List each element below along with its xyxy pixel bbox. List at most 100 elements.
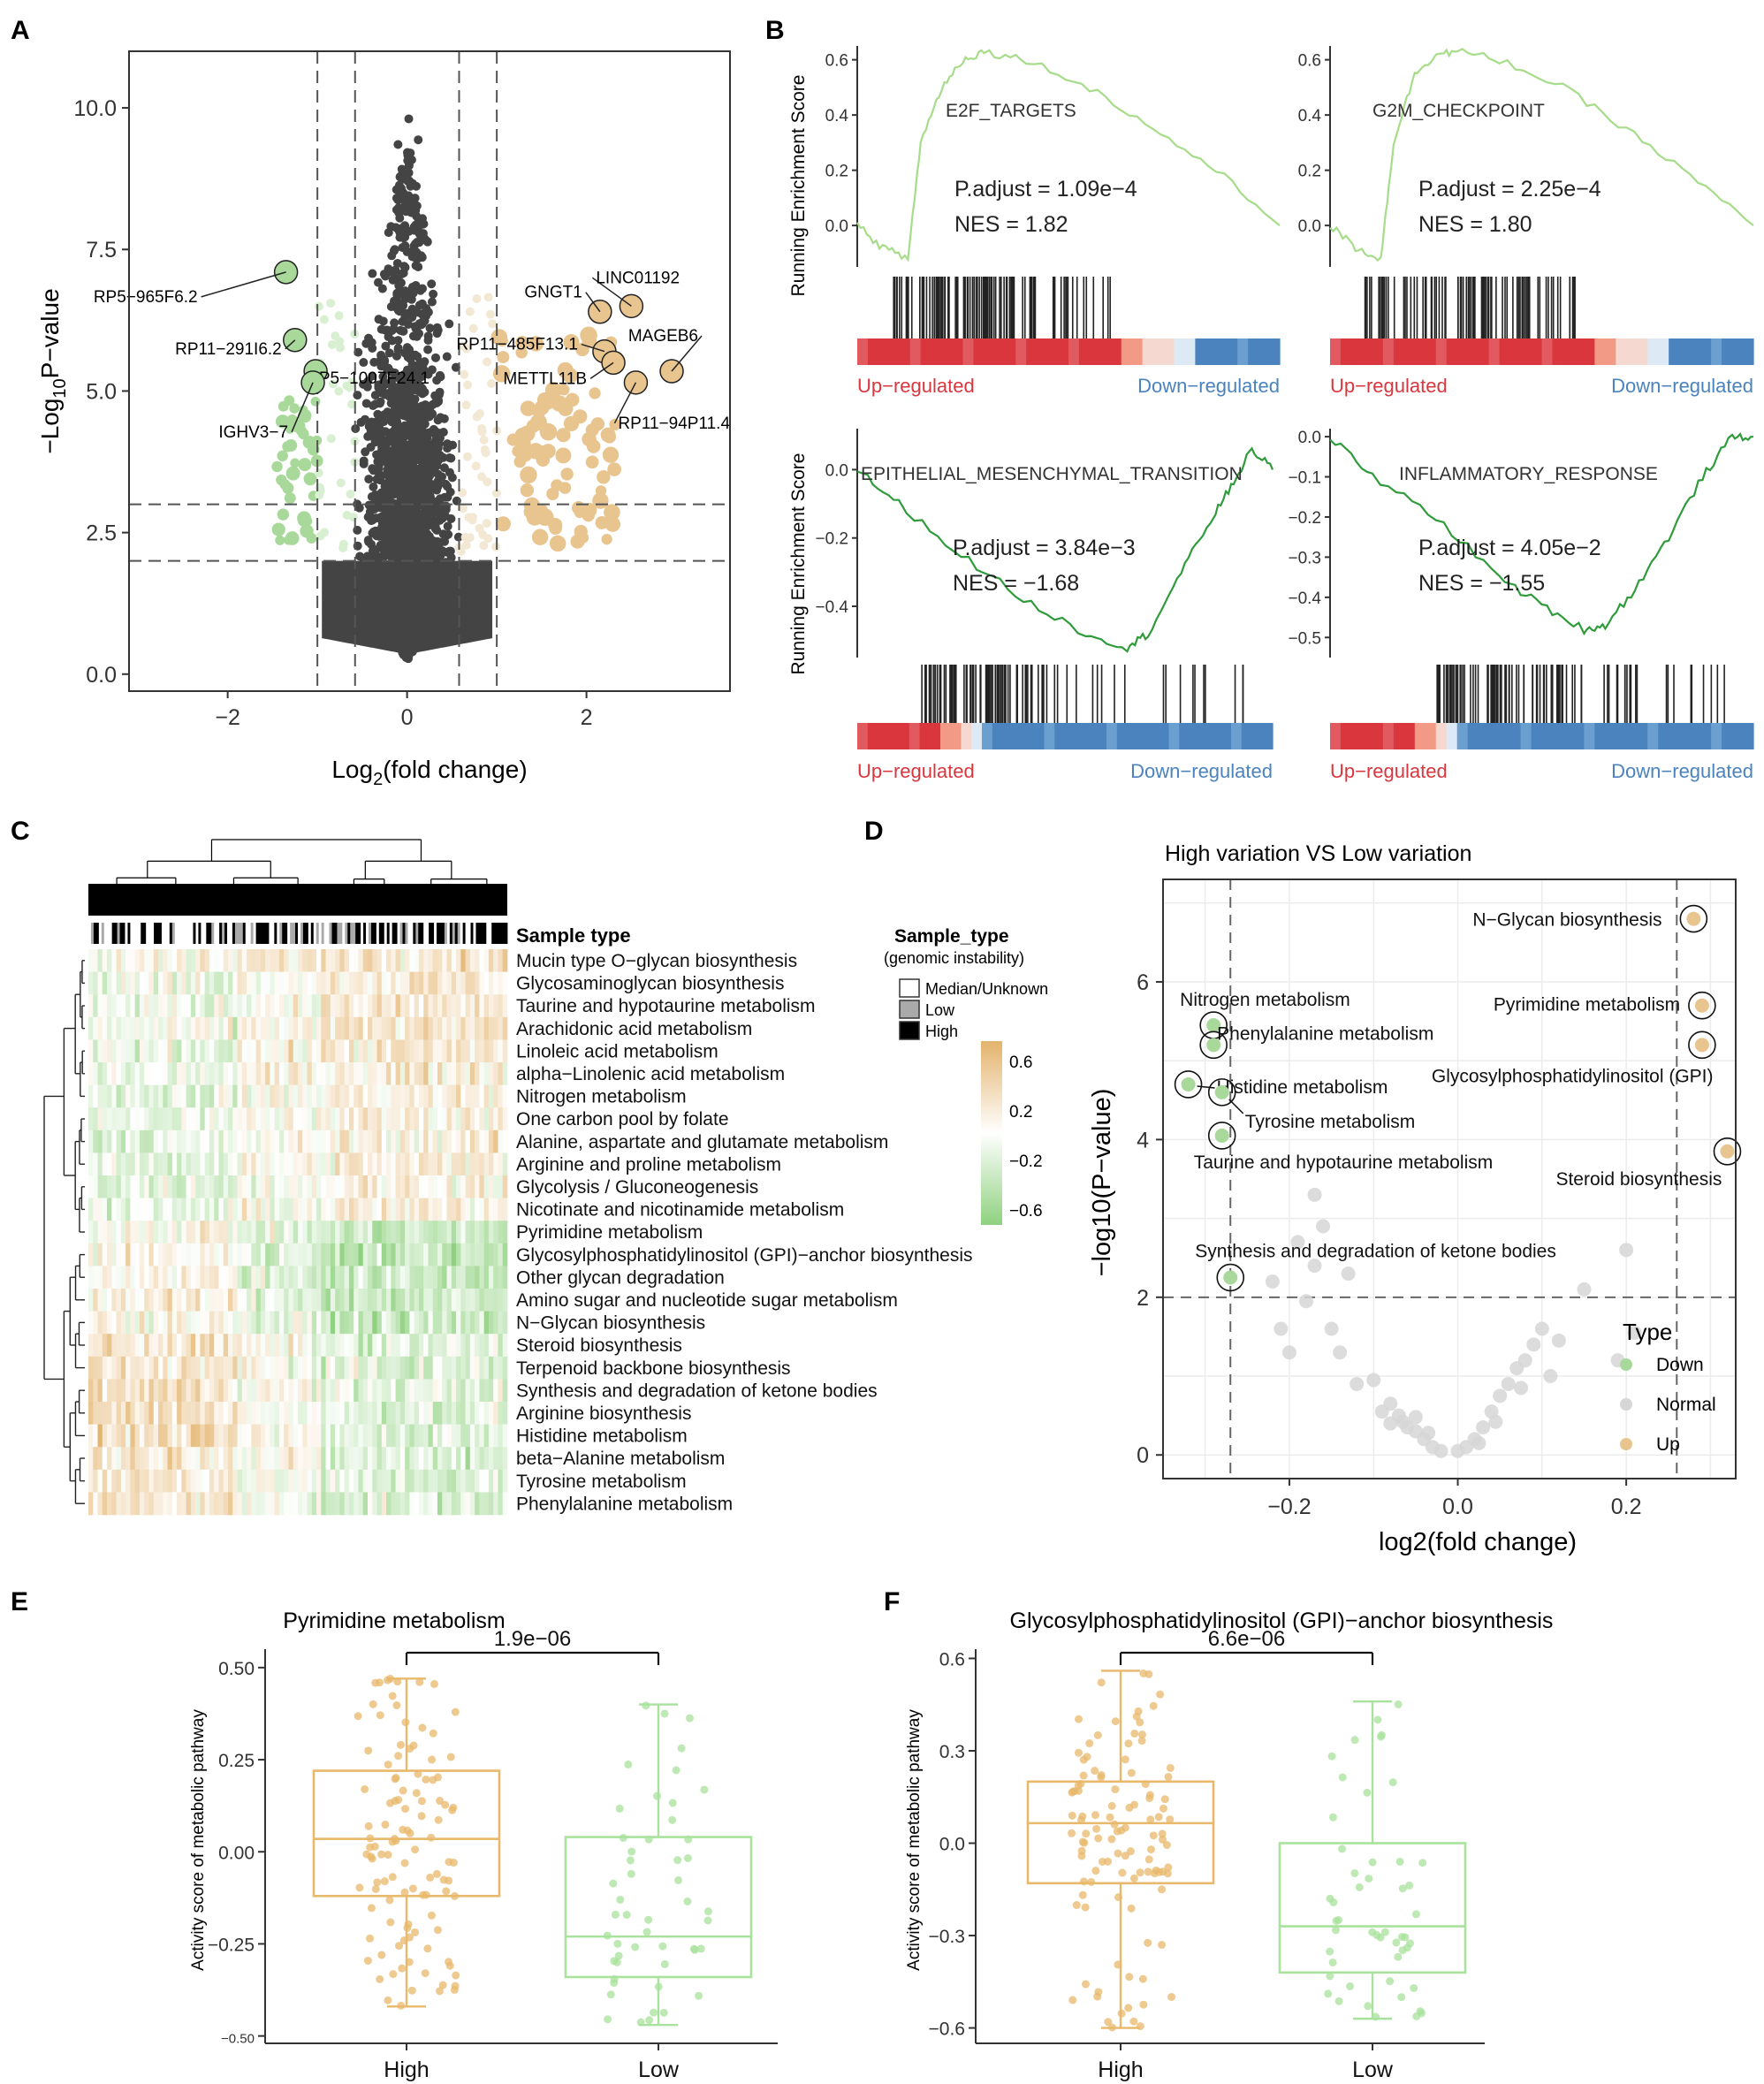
heatmap-cell <box>362 1289 369 1312</box>
volcano-up-point <box>534 399 550 415</box>
volcano-point <box>425 444 435 453</box>
heatmap-cell <box>330 1175 336 1198</box>
heatmap-cell <box>311 1175 317 1198</box>
annotation-cell <box>222 923 225 944</box>
volcano-point <box>397 594 407 604</box>
heatmap-cell <box>311 1243 317 1266</box>
heatmap-cell <box>451 1062 457 1085</box>
annotation-cell <box>133 923 136 944</box>
heatmap-cell <box>316 1107 322 1131</box>
heatmap-cell <box>372 1039 377 1063</box>
heatmap-cell <box>120 1266 126 1289</box>
heatmap-cell <box>460 1289 466 1312</box>
heatmap-cell <box>358 971 364 995</box>
heatmap-cell <box>209 1266 215 1289</box>
heatmap-cell <box>391 1221 396 1244</box>
heatmap-cell <box>414 1221 420 1244</box>
heatmap-cell <box>386 1062 392 1085</box>
heatmap-cell <box>354 1016 359 1040</box>
volcano-up-point <box>536 453 551 468</box>
heatmap-cell <box>475 1266 480 1289</box>
heatmap-cell <box>223 1016 229 1040</box>
heatmap-cell <box>214 949 219 972</box>
heatmap-cell <box>372 1062 377 1085</box>
volcano-up-point <box>558 400 574 416</box>
heatmap-cell <box>428 1107 434 1131</box>
heatmap-cell <box>148 971 155 995</box>
heatmap-cell <box>479 1107 484 1131</box>
heatmap-cell <box>368 1107 373 1131</box>
heatmap-cell <box>488 1243 494 1266</box>
heatmap-cell <box>288 1129 294 1153</box>
annotation-cell <box>353 923 356 944</box>
gsea-rank-band-segment <box>1015 338 1027 365</box>
heatmap-cell <box>167 971 173 995</box>
heatmap-cell <box>344 1198 350 1221</box>
heatmap-cell <box>278 1062 285 1085</box>
heatmap-cell <box>395 1129 401 1153</box>
heatmap-cell <box>265 949 270 972</box>
heatmap-cell <box>274 1221 280 1244</box>
heatmap-cell <box>171 1152 178 1176</box>
volcano-plot-a: RP5−965F6.2RP11−291I6.2RP5−1007F24.1IGHV… <box>36 50 731 789</box>
heatmap-cell <box>335 1016 340 1040</box>
heatmap-cell <box>139 1221 145 1244</box>
heatmap-cell <box>442 1221 447 1244</box>
heatmap-cell <box>302 1039 308 1063</box>
heatmap-cell <box>442 1266 447 1289</box>
heatmap-cell <box>171 1243 178 1266</box>
volcano-point <box>414 563 423 573</box>
heatmap-cell <box>321 1243 326 1266</box>
heatmap-cell <box>200 1016 205 1040</box>
heatmap-cell <box>391 949 396 972</box>
heatmap-cell <box>456 1266 461 1289</box>
heatmap-cell <box>134 1084 141 1108</box>
volcano-point <box>410 437 420 447</box>
heatmap-cell <box>460 1084 466 1108</box>
heatmap-cell <box>307 1129 313 1153</box>
heatmap-cell <box>218 1016 224 1040</box>
annotation-cell <box>154 923 157 944</box>
heatmap-cell <box>330 971 336 995</box>
gene-label: RP11−485F13.1 <box>456 336 578 354</box>
heatmap-cell <box>171 1289 178 1312</box>
heatmap-cell <box>288 1175 294 1198</box>
heatmap-cell <box>195 1266 201 1289</box>
annotation-cell <box>217 923 220 944</box>
heatmap-cell <box>302 971 308 995</box>
annotation-cell <box>187 923 191 944</box>
heatmap-cell <box>181 1266 186 1289</box>
volcano-point <box>425 323 435 333</box>
heatmap-cell <box>442 1243 447 1266</box>
gsea-rank-band-segment <box>1037 338 1048 365</box>
heatmap-cell <box>432 1221 438 1244</box>
heatmap-cell <box>237 1129 243 1153</box>
heatmap-cell <box>204 1129 210 1153</box>
heatmap-cell <box>260 994 266 1018</box>
gsea-rank-band-segment <box>1005 338 1016 365</box>
heatmap-cell <box>321 994 326 1018</box>
heatmap-cell <box>232 971 238 995</box>
volcano-point <box>425 455 435 465</box>
heatmap-cell <box>330 949 336 972</box>
heatmap-cell <box>93 1289 98 1312</box>
heatmap-cell <box>158 1039 163 1063</box>
heatmap-cell <box>423 1289 429 1312</box>
heatmap-cell <box>307 994 313 1018</box>
heatmap-cell <box>195 1084 201 1108</box>
heatmap-cell <box>223 1266 229 1289</box>
heatmap-cell <box>344 1289 350 1312</box>
annotation-cell <box>399 923 403 944</box>
heatmap-cell <box>102 1243 108 1266</box>
heatmap-cell <box>335 1152 340 1176</box>
heatmap-cell <box>265 1016 270 1040</box>
heatmap-cell <box>195 971 201 995</box>
heatmap-cell <box>418 1289 424 1312</box>
volcano-point <box>407 457 417 467</box>
annotation-cell <box>148 923 152 944</box>
heatmap-cell <box>381 971 387 995</box>
gsea-padj: P.adjust = 3.84e−3 <box>953 536 1136 560</box>
heatmap-cell <box>260 1129 266 1153</box>
gsea-subplot-3: 0.0−0.1−0.2−0.3−0.4−0.5INFLAMMATORY_RESP… <box>1288 429 1754 782</box>
gene-label: RP5−1007F24.1 <box>307 369 430 388</box>
